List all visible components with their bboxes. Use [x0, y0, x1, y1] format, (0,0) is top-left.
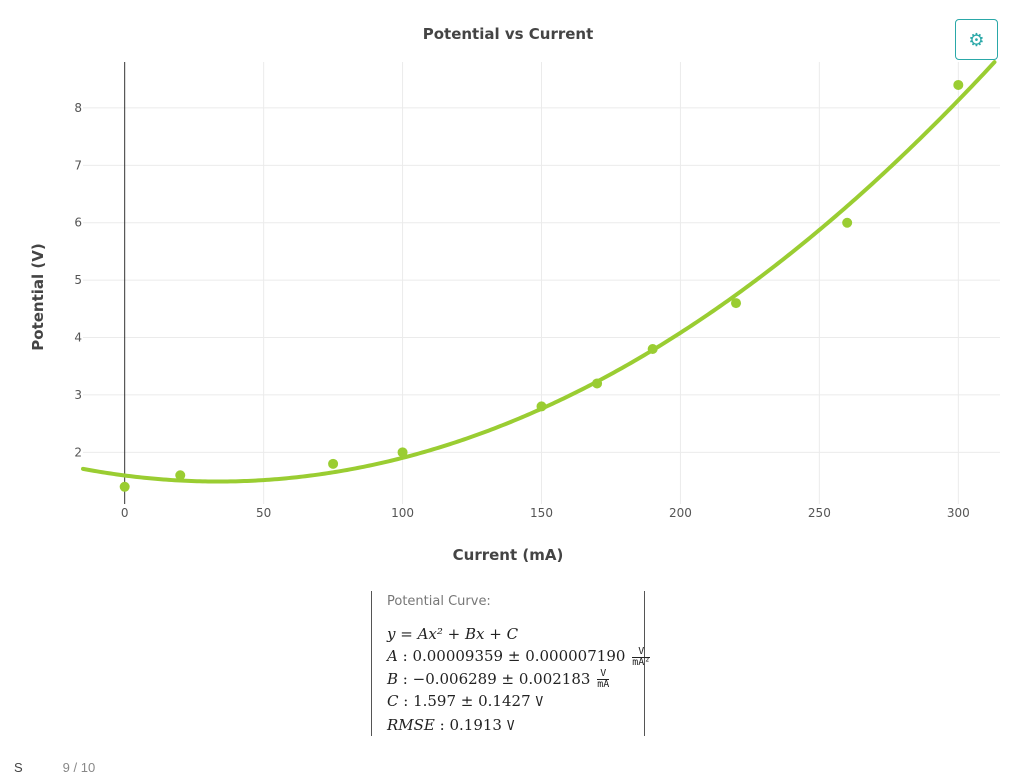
footer-label: S: [14, 760, 23, 775]
x-tick-labels: 0 50 100 150 200 250 300: [121, 506, 970, 520]
data-point: [328, 458, 339, 469]
data-points: [119, 79, 964, 492]
x-tick-label: 50: [256, 506, 271, 520]
fit-results-panel: Potential Curve: y = Ax² + Bx + C A : 0.…: [371, 591, 651, 736]
footer-partial: S 9 / 10: [14, 760, 95, 775]
data-point: [731, 298, 742, 309]
data-point: [175, 470, 186, 481]
chart: Potential vs Current 0 50 100 150 200 250 300 …: [29, 25, 1000, 564]
x-tick-label: 150: [530, 506, 553, 520]
chart-title: Potential vs Current: [423, 25, 594, 43]
y-tick-label: 7: [74, 158, 82, 172]
footer-count: 9 / 10: [62, 760, 96, 775]
fit-curve: [81, 60, 997, 484]
data-point: [953, 79, 964, 90]
settings-button[interactable]: ⚙: [955, 19, 998, 60]
fit-heading: Potential Curve:: [387, 594, 491, 609]
y-tick-label: 2: [74, 445, 82, 459]
data-point: [592, 378, 603, 389]
y-tick-label: 6: [74, 216, 82, 230]
y-tick-label: 5: [74, 273, 82, 287]
y-axis-title: Potential (V): [29, 243, 47, 350]
x-tick-label: 300: [947, 506, 970, 520]
fit-param-c: C : 1.597 ± 0.1427 V: [387, 692, 544, 710]
data-point: [842, 217, 853, 228]
x-tick-label: 100: [391, 506, 414, 520]
x-tick-label: 200: [669, 506, 692, 520]
grid: [83, 62, 1000, 504]
data-point: [119, 481, 130, 492]
y-tick-labels: 2 3 4 5 6 7 8: [74, 101, 82, 459]
x-tick-label: 250: [808, 506, 831, 520]
x-axis-title: Current (mA): [453, 546, 564, 564]
x-tick-label: 0: [121, 506, 129, 520]
data-point: [397, 447, 408, 458]
y-tick-label: 3: [74, 388, 82, 402]
y-tick-label: 8: [74, 101, 82, 115]
fit-rmse: RMSE : 0.1913 V: [387, 716, 515, 734]
fit-equation: y = Ax² + Bx + C: [387, 625, 519, 643]
data-point: [536, 401, 547, 412]
y-tick-label: 4: [74, 331, 82, 345]
gear-icon: ⚙: [968, 29, 985, 50]
data-point: [647, 344, 658, 355]
